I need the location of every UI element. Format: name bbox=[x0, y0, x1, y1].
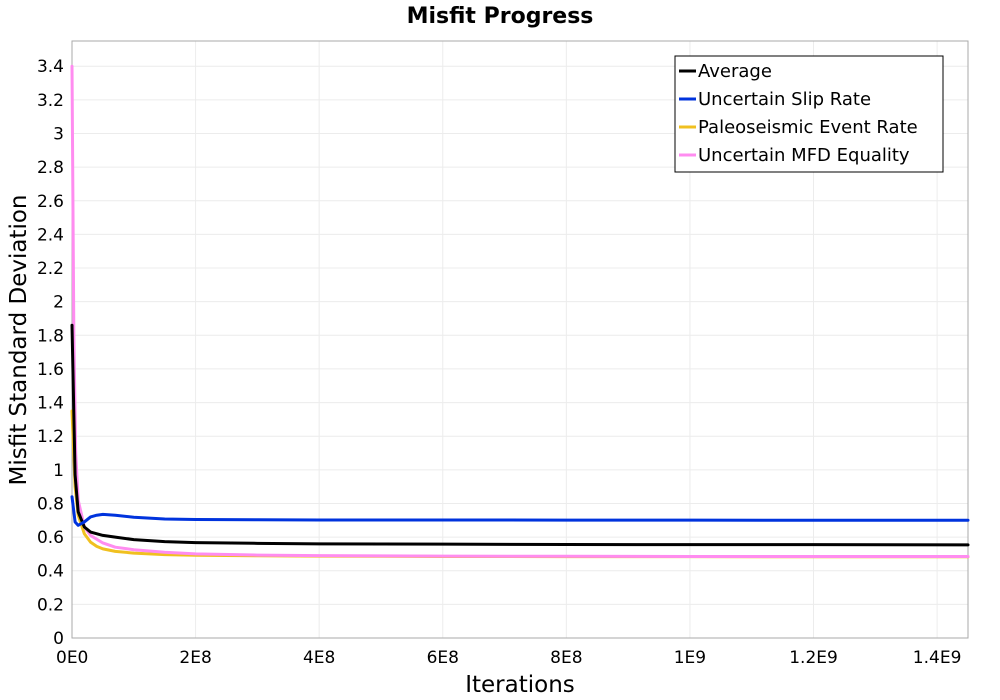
y-tick-label: 2.4 bbox=[37, 225, 64, 245]
y-tick-label: 0.2 bbox=[37, 595, 64, 615]
x-axis-ticks: 0E0 2E8 4E8 6E8 8E8 1E9 1.2E9 1.4E9 bbox=[56, 648, 961, 668]
y-tick-label: 0.6 bbox=[37, 528, 64, 548]
x-tick-label: 8E8 bbox=[550, 648, 582, 668]
x-tick-label: 1E9 bbox=[674, 648, 706, 668]
y-tick-label: 0 bbox=[53, 629, 64, 649]
legend-label: Uncertain Slip Rate bbox=[698, 89, 871, 110]
legend-box bbox=[674, 55, 944, 173]
series-lines bbox=[70, 64, 970, 559]
y-tick-label: 1.8 bbox=[37, 326, 64, 346]
y-tick-label: 3 bbox=[53, 124, 64, 144]
legend-label: Average bbox=[698, 61, 772, 82]
x-tick-label: 6E8 bbox=[427, 648, 459, 668]
y-tick-label: 3.2 bbox=[37, 91, 64, 111]
y-tick-label: 0.4 bbox=[37, 562, 64, 582]
legend: Average Uncertain Slip Rate Paleoseismic E… bbox=[674, 55, 944, 173]
y-tick-label: 1.6 bbox=[37, 360, 64, 380]
y-tick-label: 1 bbox=[53, 461, 64, 481]
y-tick-label: 2.6 bbox=[37, 192, 64, 212]
series-line-average bbox=[70, 323, 970, 547]
series-line-paleoseismic-event-rate bbox=[70, 409, 970, 559]
x-tick-label: 2E8 bbox=[179, 648, 211, 668]
y-axis-ticks: 0 0.2 0.4 0.6 0.8 1 1.2 1.4 1.6 1.8 2 2.2 2.4 2.6 2.8 3… bbox=[37, 57, 64, 649]
y-tick-label: 1.2 bbox=[37, 427, 64, 447]
y-tick-label: 2 bbox=[53, 293, 64, 313]
y-tick-label: 1.4 bbox=[37, 394, 64, 414]
y-tick-label: 3.4 bbox=[37, 57, 64, 77]
y-tick-label: 2.2 bbox=[37, 259, 64, 279]
chart-title: Misfit Progress bbox=[407, 4, 594, 29]
x-tick-label: 0E0 bbox=[56, 648, 88, 668]
legend-label: Paleoseismic Event Rate bbox=[698, 117, 918, 138]
x-axis-label: Iterations bbox=[465, 672, 575, 698]
x-tick-label: 4E8 bbox=[303, 648, 335, 668]
y-tick-label: 2.8 bbox=[37, 158, 64, 178]
x-tick-label: 1.2E9 bbox=[789, 648, 838, 668]
x-tick-label: 1.4E9 bbox=[913, 648, 962, 668]
y-tick-label: 0.8 bbox=[37, 494, 64, 514]
y-axis-label: Misfit Standard Deviation bbox=[6, 195, 32, 486]
legend-label: Uncertain MFD Equality bbox=[698, 145, 910, 166]
series-line-uncertain-slip-rate bbox=[70, 495, 970, 527]
grid-lines bbox=[71, 41, 968, 639]
